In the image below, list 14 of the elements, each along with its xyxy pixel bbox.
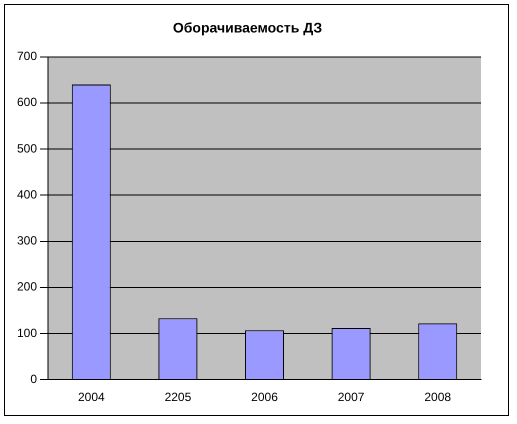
- y-tick-label: 500: [16, 141, 38, 156]
- chart-title: Оборачиваемость ДЗ: [172, 19, 322, 36]
- y-tick-label: 600: [16, 95, 38, 110]
- x-tick-label: 2205: [164, 390, 192, 404]
- y-tick-label: 300: [16, 234, 38, 248]
- y-tick-label: 700: [16, 49, 38, 64]
- x-tick-label: 2006: [251, 390, 278, 404]
- y-tick-label: 0: [30, 372, 38, 386]
- x-tick-label: 2008: [424, 390, 452, 404]
- y-tick-label: 400: [16, 187, 38, 202]
- y-tick-label: 100: [16, 326, 38, 340]
- x-tick-label: 2007: [338, 390, 365, 404]
- x-tick-label: 2004: [78, 390, 105, 404]
- y-tick-label: 200: [16, 280, 38, 294]
